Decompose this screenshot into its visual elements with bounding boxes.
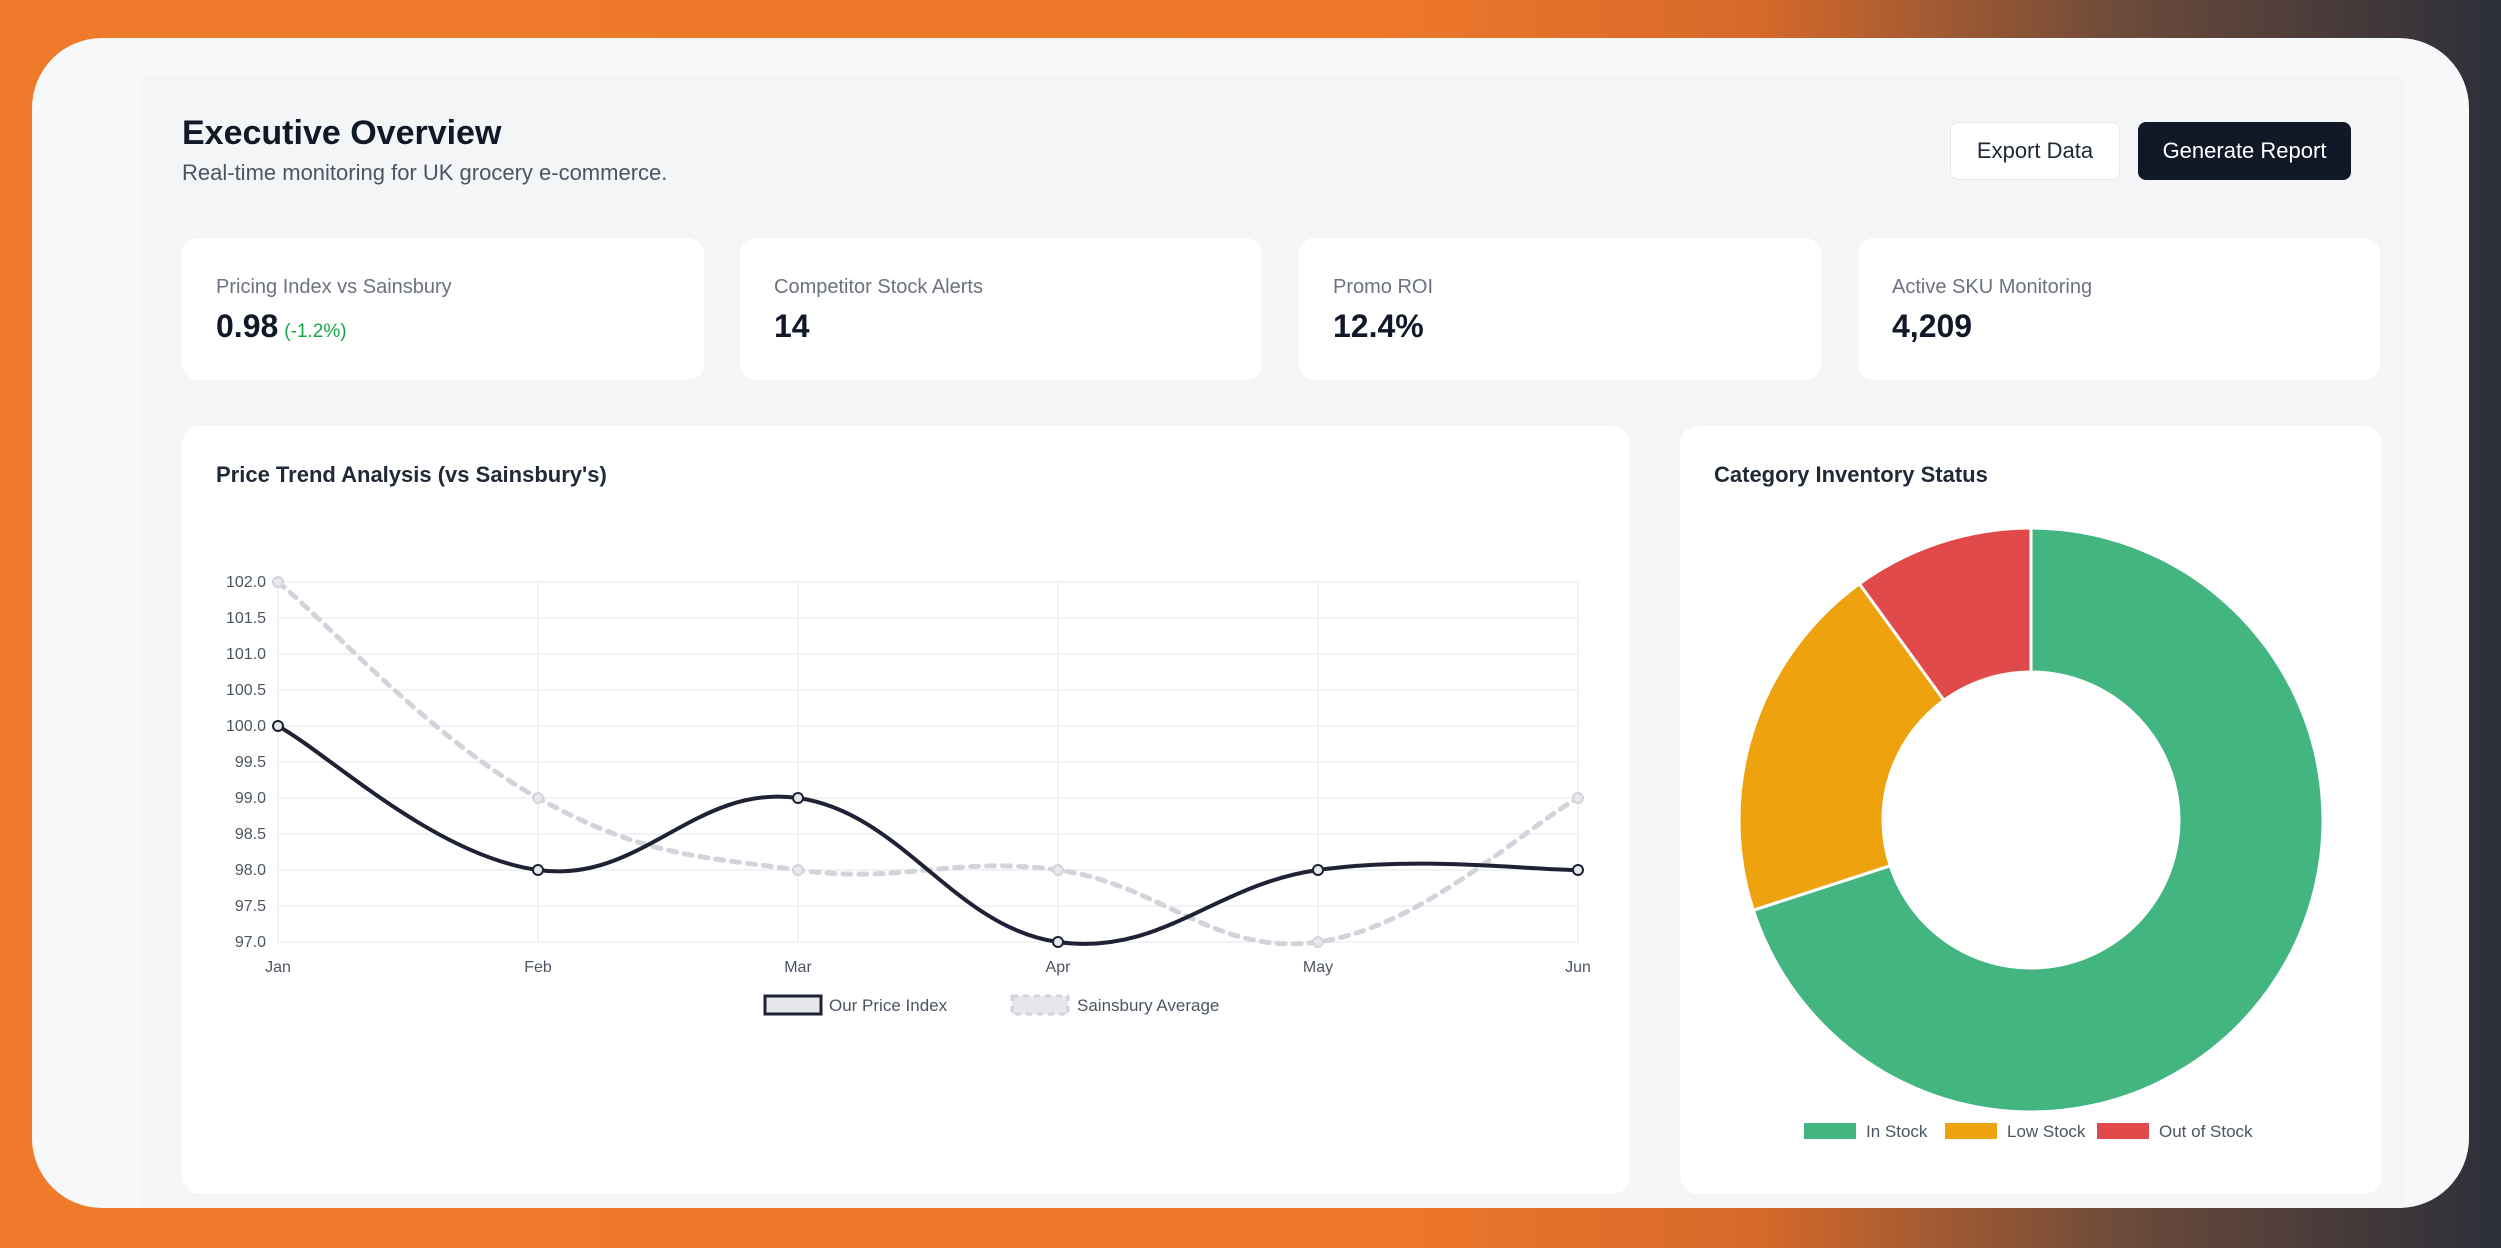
price-trend-chart: 97.0 97.5 98.0 98.5 99.0 99.5 100.0 100.5 101.0 1… — [226, 574, 1591, 1016]
inventory-status-title: Category Inventory Status — [1714, 462, 1988, 487]
data-point-sainsbury-average — [532, 792, 544, 804]
legend-in-stock-swatch — [1804, 1123, 1856, 1139]
x-tick-label: Feb — [524, 959, 552, 976]
legend-out-of-stock-label: Out of Stock — [2159, 1122, 2253, 1141]
y-tick-label: 99.0 — [235, 790, 266, 807]
series-line-sainsbury-average — [275, 579, 1581, 947]
x-tick-label: Mar — [784, 959, 812, 976]
legend-out-of-stock-swatch — [2097, 1123, 2149, 1139]
kpi-value: 12.4% — [1333, 308, 1424, 344]
kpi-label: Competitor Stock Alerts — [774, 276, 983, 298]
kpi-value-number: 0.98 — [216, 308, 279, 344]
y-tick-label: 98.5 — [235, 826, 266, 843]
price-trend-card: Price Trend Analysis (vs Sainsbury's) 97… — [182, 426, 1630, 1194]
legend-low-stock-swatch — [1945, 1123, 1997, 1139]
kpi-label: Promo ROI — [1333, 276, 1434, 298]
y-tick-label: 100.0 — [226, 718, 266, 735]
data-point-sainsbury-average — [272, 576, 284, 588]
legend-label-sainsbury-average: Sainsbury Average — [1077, 996, 1219, 1015]
app-frame: Executive Overview Real-time monitoring … — [32, 38, 2469, 1208]
data-point-our-price-index — [1572, 864, 1584, 876]
inventory-donut-chart: In Stock Low Stock Out of Stock — [1737, 526, 2325, 1141]
dashboard: Executive Overview Real-time monitoring … — [142, 76, 2404, 1208]
y-tick-label: 101.5 — [226, 610, 266, 627]
kpi-label: Pricing Index vs Sainsbury — [216, 276, 452, 298]
y-tick-label: 97.0 — [235, 934, 266, 951]
slice-low-stock — [1737, 581, 1947, 913]
x-tick-label: Apr — [1046, 959, 1072, 976]
kpi-delta: (-1.2%) — [284, 321, 347, 342]
kpi-value: 4,209 — [1892, 308, 1973, 344]
y-tick-label: 99.5 — [235, 754, 266, 771]
x-tick-label: Jun — [1565, 959, 1591, 976]
y-tick-label: 97.5 — [235, 898, 266, 915]
kpi-value: 14 — [774, 308, 810, 344]
page-title: Executive Overview — [182, 114, 502, 152]
inventory-status-card: Category Inventory Status In Stock Low St… — [1680, 426, 2382, 1194]
data-point-our-price-index — [532, 864, 544, 876]
x-tick-label: Jan — [265, 959, 291, 976]
x-tick-label: May — [1303, 959, 1333, 976]
legend-low-stock-label: Low Stock — [2007, 1122, 2086, 1141]
data-point-our-price-index — [792, 792, 804, 804]
legend-swatch-our-price-index — [763, 994, 823, 1016]
legend-label-our-price-index: Our Price Index — [829, 996, 948, 1015]
legend-swatch-sainsbury-average — [1010, 994, 1070, 1016]
slice-in-stock — [1751, 526, 2325, 1114]
generate-report-button[interactable]: Generate Report — [2138, 122, 2351, 180]
kpi-card-pricing-index: Pricing Index vs Sainsbury 0.98 (-1.2%) — [182, 238, 704, 380]
kpi-card-promo-roi: Promo ROI 12.4% — [1299, 238, 1821, 380]
data-point-sainsbury-average — [1572, 792, 1584, 804]
kpi-label: Active SKU Monitoring — [1892, 276, 2093, 298]
data-point-sainsbury-average — [1312, 936, 1324, 948]
export-data-button[interactable]: Export Data — [1950, 122, 2120, 180]
slice-out-of-stock — [1857, 526, 2033, 703]
kpi-card-active-sku: Active SKU Monitoring 4,209 — [1858, 238, 2380, 380]
y-tick-label: 100.5 — [226, 682, 266, 699]
data-point-our-price-index — [272, 720, 284, 732]
y-tick-label: 102.0 — [226, 574, 266, 591]
data-point-sainsbury-average — [1052, 864, 1064, 876]
kpi-value: 0.98 (-1.2%) — [216, 308, 347, 345]
legend-in-stock-label: In Stock — [1866, 1122, 1928, 1141]
data-point-our-price-index — [1312, 864, 1324, 876]
data-point-our-price-index — [1052, 936, 1064, 948]
series-line-our-price-index — [276, 724, 1580, 946]
y-tick-label: 101.0 — [226, 646, 266, 663]
kpi-card-stock-alerts: Competitor Stock Alerts 14 — [740, 238, 1262, 380]
y-tick-label: 98.0 — [235, 862, 266, 879]
data-point-sainsbury-average — [792, 864, 804, 876]
page-subtitle: Real-time monitoring for UK grocery e-co… — [182, 160, 668, 185]
price-trend-title: Price Trend Analysis (vs Sainsbury's) — [216, 462, 607, 487]
